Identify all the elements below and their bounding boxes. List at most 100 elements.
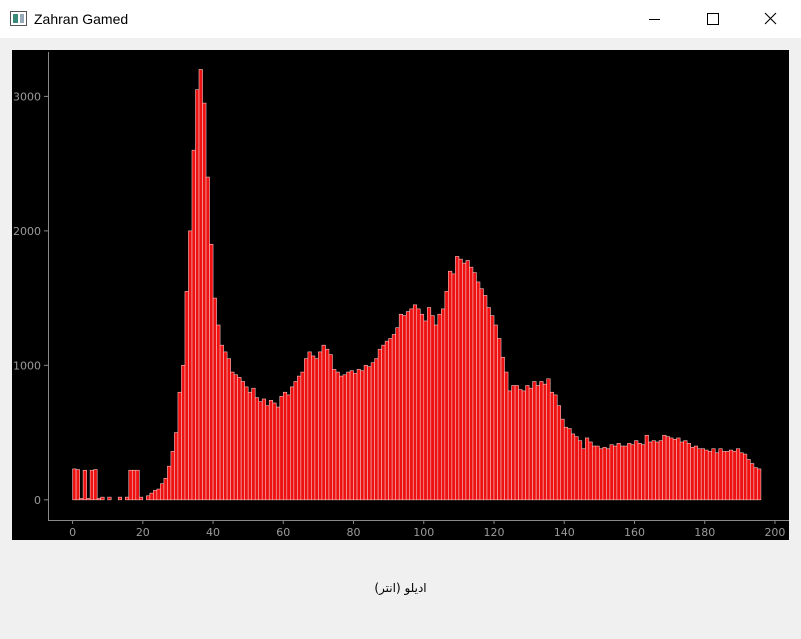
bar [100,496,105,501]
bar [507,390,512,501]
window-title: Zahran Gamed [34,11,129,27]
bar [395,327,400,501]
bar [437,313,442,501]
bar [212,297,217,501]
bar [188,230,193,501]
bar [416,308,421,501]
bar [160,483,165,501]
bar [743,453,748,501]
bar [286,394,291,501]
bar [725,451,730,501]
bar [304,358,309,501]
bar [528,387,533,501]
bar [75,469,80,501]
bar [409,308,414,501]
bar [219,344,224,501]
bar [398,313,403,501]
bar [297,375,302,501]
bar [739,452,744,501]
bar [177,391,182,501]
bar [570,433,576,501]
bar [542,383,547,501]
x-tick-label: 160 [624,526,645,539]
maximize-button[interactable] [684,0,742,38]
bar [237,377,242,501]
bar [707,451,713,501]
bar [669,437,674,501]
bar [721,451,727,501]
bar [402,315,407,501]
bar [314,358,319,501]
bar [93,469,98,501]
bar [577,440,583,501]
bar [153,490,158,501]
bar [367,366,372,501]
bar [693,445,698,501]
bar [486,307,491,501]
bar [377,348,382,501]
bar [504,371,509,501]
x-tick-label: 60 [276,526,290,539]
bar [374,358,379,501]
bar [553,394,558,501]
bar [757,468,762,501]
bar [686,443,691,501]
x-tick-label: 140 [554,526,575,539]
bar [244,386,249,501]
bar [325,348,330,501]
bar [718,448,723,501]
bar [82,469,87,501]
bar [261,398,267,501]
bar [426,307,432,501]
bar [230,371,235,501]
bar [539,381,544,501]
bar [521,390,526,501]
bar [697,448,702,501]
bar [616,443,621,501]
bar [174,432,179,501]
bar [690,447,695,501]
bar [209,244,214,501]
bar [332,369,337,501]
bar [627,443,632,501]
bar [195,89,200,501]
bar [268,400,274,501]
bar [444,291,449,501]
bar [163,478,168,501]
bar [711,448,716,501]
bar [556,405,562,501]
bar [226,358,231,501]
bar [254,397,260,501]
bar [412,304,418,501]
bar [588,441,593,501]
x-tick-label: 180 [694,526,715,539]
bar [128,469,133,501]
bar [728,449,734,501]
bar [311,355,316,501]
bar [448,270,453,501]
bar [620,445,625,501]
bar [700,448,706,501]
status-label: ادیلو (انتر) [374,581,427,595]
bar [672,439,677,501]
bar [662,434,667,501]
bar [370,362,375,501]
bar [567,428,572,501]
bar [549,391,555,501]
bar [637,443,642,501]
bar [181,365,186,501]
bar [658,440,663,501]
bar [419,313,425,501]
x-tick-label: 40 [206,526,220,539]
minimize-button[interactable] [626,0,684,38]
bar [630,444,635,501]
bar [307,351,312,501]
bar [96,498,101,501]
close-button[interactable] [742,0,800,38]
bar [156,488,161,501]
x-tick-label: 120 [484,526,505,539]
bar [560,418,565,501]
bar [124,496,130,501]
bar [198,69,203,501]
y-tick-label: 1000 [13,359,41,372]
